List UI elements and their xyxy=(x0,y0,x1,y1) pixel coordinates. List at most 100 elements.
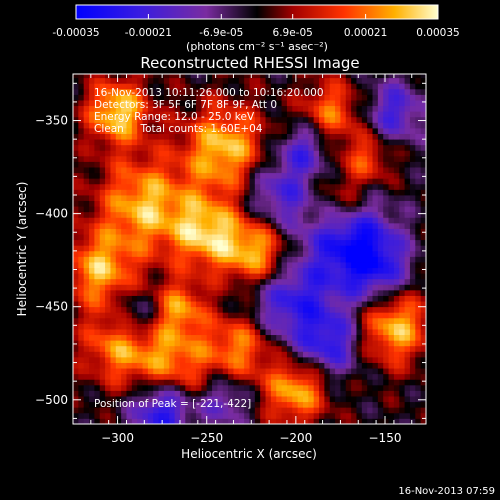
heatmap-cell xyxy=(292,418,299,424)
heatmap-cell xyxy=(196,407,202,414)
heatmap-cell xyxy=(169,390,176,397)
heatmap-cell xyxy=(281,178,288,185)
heatmap-cell xyxy=(335,88,341,95)
heatmap-cell xyxy=(270,368,277,375)
heatmap-cell xyxy=(126,396,133,403)
heatmap-cell xyxy=(222,267,229,274)
heatmap-cell xyxy=(73,256,79,263)
heatmap-cell xyxy=(377,306,384,313)
heatmap-cell xyxy=(286,222,293,229)
heatmap-cell xyxy=(131,312,138,319)
heatmap-cell xyxy=(297,211,304,218)
heatmap-cell xyxy=(367,351,373,358)
heatmap-cell xyxy=(319,312,325,319)
heatmap-cell xyxy=(94,301,101,308)
heatmap-cell xyxy=(367,105,373,112)
heatmap-cell xyxy=(319,178,325,185)
heatmap-cell xyxy=(196,222,202,229)
heatmap-cell xyxy=(265,195,272,201)
heatmap-cell xyxy=(420,183,426,190)
heatmap-cell xyxy=(276,211,282,218)
heatmap-cell xyxy=(260,401,266,408)
heatmap-cell xyxy=(286,234,293,241)
heatmap-cell xyxy=(94,407,101,414)
heatmap-cell xyxy=(308,155,315,162)
heatmap-cell xyxy=(308,323,315,330)
heatmap-cell xyxy=(158,250,165,257)
heatmap-cell xyxy=(308,379,315,386)
heatmap-cell xyxy=(131,245,138,252)
heatmap-cell xyxy=(83,77,90,84)
heatmap-cell xyxy=(244,267,250,274)
heatmap-cell xyxy=(308,262,315,269)
heatmap-cell xyxy=(420,284,426,291)
heatmap-cell xyxy=(324,155,331,162)
heatmap-cell xyxy=(228,278,234,285)
heatmap-cell xyxy=(281,301,288,308)
heatmap-cell xyxy=(105,368,111,375)
heatmap-cell xyxy=(420,161,426,168)
heatmap-cell xyxy=(121,323,127,330)
heatmap-cell xyxy=(126,144,133,151)
heatmap-cell xyxy=(329,83,336,90)
heatmap-cell xyxy=(78,94,85,101)
heatmap-cell xyxy=(270,306,277,313)
heatmap-cell xyxy=(228,289,234,296)
heatmap-cell xyxy=(345,155,352,162)
heatmap-cell xyxy=(196,195,202,201)
heatmap-cell xyxy=(105,172,111,179)
heatmap-cell xyxy=(121,267,127,274)
heatmap-cell xyxy=(420,262,426,269)
heatmap-cell xyxy=(115,189,122,196)
heatmap-cell xyxy=(404,284,411,291)
heatmap-cell xyxy=(361,390,368,397)
heatmap-cell xyxy=(319,139,325,146)
heatmap-cell xyxy=(308,189,315,196)
heatmap-cell xyxy=(244,384,250,391)
heatmap-cell xyxy=(420,77,426,84)
heatmap-cell xyxy=(276,284,282,291)
heatmap-cell xyxy=(137,267,143,274)
heatmap-cell xyxy=(270,77,277,84)
heatmap-cell xyxy=(399,74,406,79)
heatmap-cell xyxy=(121,127,127,134)
heatmap-cell xyxy=(110,167,117,174)
heatmap-cell xyxy=(361,384,368,391)
heatmap-cell xyxy=(228,172,234,179)
heatmap-cell xyxy=(126,200,133,207)
heatmap-cell xyxy=(345,217,352,224)
heatmap-cell xyxy=(308,183,315,190)
heatmap-cell xyxy=(270,155,277,162)
heatmap-cell xyxy=(126,301,133,308)
heatmap-cell xyxy=(174,407,181,414)
heatmap-cell xyxy=(254,373,261,380)
heatmap-cell xyxy=(244,390,250,397)
heatmap-cell xyxy=(308,105,315,112)
heatmap-cell xyxy=(78,362,85,369)
heatmap-cell xyxy=(265,312,272,319)
heatmap-cell xyxy=(121,155,127,162)
heatmap-cell xyxy=(244,396,250,403)
heatmap-cell xyxy=(89,88,95,95)
heatmap-cell xyxy=(153,340,159,347)
heatmap-cell xyxy=(361,178,368,185)
heatmap-cell xyxy=(409,195,416,201)
heatmap-cell xyxy=(265,412,272,419)
heatmap-cell xyxy=(377,77,384,84)
heatmap-cell xyxy=(163,289,170,296)
heatmap-cell xyxy=(270,183,277,190)
heatmap-cell xyxy=(297,100,304,107)
heatmap-cell xyxy=(377,144,384,151)
heatmap-cell xyxy=(201,373,208,380)
heatmap-cell xyxy=(137,127,143,134)
heatmap-cell xyxy=(228,407,234,414)
heatmap-cell xyxy=(78,222,85,229)
heatmap-cell xyxy=(372,351,379,358)
heatmap-cell xyxy=(361,144,368,151)
heatmap-cell xyxy=(372,295,379,302)
heatmap-cell xyxy=(158,77,165,84)
heatmap-cell xyxy=(281,278,288,285)
heatmap-cell xyxy=(292,222,299,229)
heatmap-cell xyxy=(201,88,208,95)
heatmap-cell xyxy=(217,133,224,140)
